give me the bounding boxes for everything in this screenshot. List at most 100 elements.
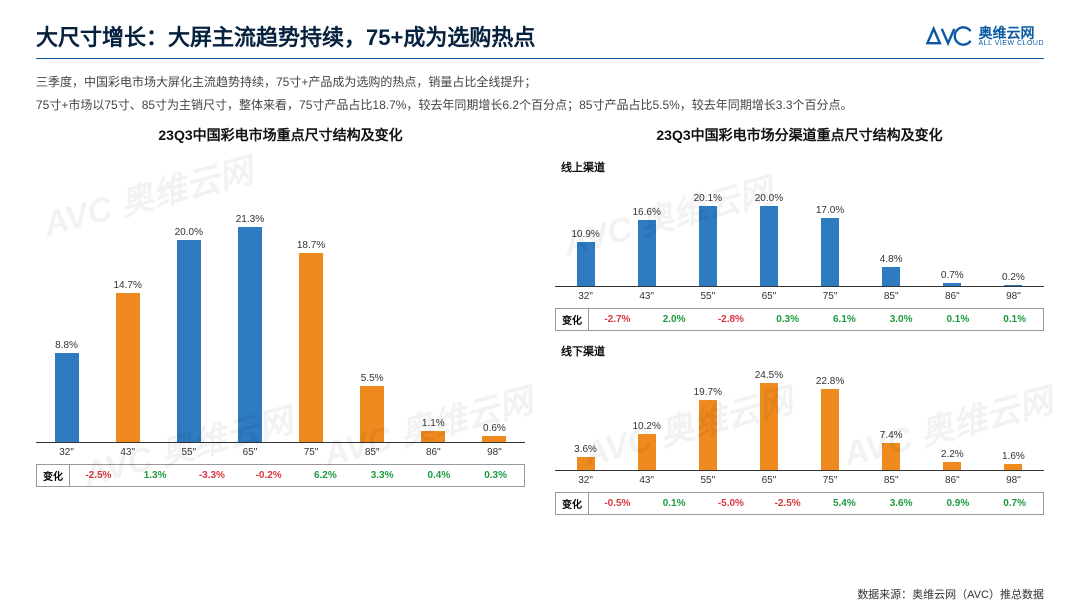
page-title: 大尺寸增长：大屏主流趋势持续，75+成为选购热点 — [36, 20, 535, 52]
bar-value-label: 17.0% — [816, 205, 844, 216]
category-label: 65" — [219, 447, 280, 458]
category-label: 86" — [922, 475, 983, 486]
bar — [638, 220, 656, 286]
right-chart-panel: 23Q3中国彩电市场分渠道重点尺寸结构及变化 线上渠道 10.9%16.6%20… — [555, 125, 1044, 515]
charts-container: 23Q3中国彩电市场重点尺寸结构及变化 8.8% 14.7% 20.0% 21.3% 1… — [36, 125, 1044, 515]
bar-value-label: 7.4% — [880, 430, 903, 441]
left-chart-panel: 23Q3中国彩电市场重点尺寸结构及变化 8.8%14.7%20.0%21.3%1… — [36, 125, 525, 515]
bar — [238, 227, 262, 442]
left-chart-title: 23Q3中国彩电市场重点尺寸结构及变化 — [36, 125, 525, 145]
change-row-header: 变化 — [556, 493, 589, 514]
change-cell: 0.3% — [467, 467, 524, 484]
data-source-footer: 数据来源：奥维云网（AVC）推总数据 — [857, 586, 1044, 602]
bar — [55, 353, 79, 442]
change-row-header: 变化 — [37, 465, 70, 486]
bar-value-label: 16.6% — [633, 207, 661, 218]
category-labels: 32"43"55"65"75"85"86"98" — [555, 475, 1044, 486]
category-labels: 32"43"55"65"75"85"86"98" — [555, 291, 1044, 302]
change-row: 变化-2.7%2.0%-2.8%0.3%6.1%3.0%0.1%0.1% — [555, 308, 1044, 331]
change-row-header: 变化 — [556, 309, 589, 330]
category-label: 32" — [555, 291, 616, 302]
change-cell: 0.1% — [986, 311, 1043, 328]
category-label: 55" — [158, 447, 219, 458]
category-label: 32" — [555, 475, 616, 486]
bar — [177, 240, 201, 442]
change-cell: 3.6% — [873, 495, 930, 512]
change-cell: 1.3% — [127, 467, 184, 484]
bar-value-label: 14.7% — [114, 280, 142, 291]
change-cells: -2.5%1.3%-3.3%-0.2%6.2%3.3%0.4%0.3% — [70, 467, 524, 484]
bar-wrap: 0.7% — [922, 270, 983, 286]
header: 大尺寸增长：大屏主流趋势持续，75+成为选购热点 奥维云网 ALL VIEW C… — [36, 20, 1044, 59]
change-cell: 0.3% — [759, 311, 816, 328]
bar-value-label: 8.8% — [55, 340, 78, 351]
bar — [760, 206, 778, 285]
category-label: 98" — [464, 447, 525, 458]
offline-section: 线下渠道 3.6%10.2%19.7%24.5%22.8%7.4%2.2%1.6… — [555, 339, 1044, 515]
bar-wrap: 20.1% — [677, 193, 738, 286]
bar-value-label: 3.6% — [574, 444, 597, 455]
bars-area: 8.8%14.7%20.0%21.3%18.7%5.5%1.1%0.6% — [36, 163, 525, 443]
slide-container: 大尺寸增长：大屏主流趋势持续，75+成为选购热点 奥维云网 ALL VIEW C… — [0, 0, 1080, 525]
bar — [882, 267, 900, 286]
bar — [116, 293, 140, 441]
bar-value-label: 10.2% — [633, 421, 661, 432]
bar — [577, 457, 595, 470]
change-cell: -0.2% — [240, 467, 297, 484]
bar-wrap: 2.2% — [922, 449, 983, 470]
left-bar-chart: 8.8%14.7%20.0%21.3%18.7%5.5%1.1%0.6%32"4… — [36, 163, 525, 487]
category-label: 75" — [800, 475, 861, 486]
change-cell: 3.3% — [354, 467, 411, 484]
change-cell: 0.1% — [646, 495, 703, 512]
change-cell: -2.5% — [70, 467, 127, 484]
bar-value-label: 1.1% — [422, 418, 445, 429]
bar-value-label: 20.0% — [755, 193, 783, 204]
change-cell: -0.5% — [589, 495, 646, 512]
bar — [482, 436, 506, 442]
change-cell: -2.8% — [703, 311, 760, 328]
category-label: 86" — [403, 447, 464, 458]
bar — [699, 400, 717, 470]
bar-value-label: 19.7% — [694, 387, 722, 398]
category-label: 75" — [800, 291, 861, 302]
change-cell: -2.7% — [589, 311, 646, 328]
bar-wrap: 10.2% — [616, 421, 677, 470]
category-label: 43" — [97, 447, 158, 458]
brand-logo: 奥维云网 ALL VIEW CLOUD — [925, 24, 1044, 48]
bar-value-label: 20.1% — [694, 193, 722, 204]
change-cell: 6.2% — [297, 467, 354, 484]
logo-main-text: 奥维云网 — [979, 26, 1044, 40]
bar-value-label: 1.6% — [1002, 451, 1025, 462]
avc-icon — [925, 24, 973, 48]
bar-wrap: 8.8% — [36, 340, 97, 442]
bar-wrap: 20.0% — [738, 193, 799, 285]
bar-wrap: 18.7% — [281, 240, 342, 441]
category-label: 55" — [677, 291, 738, 302]
bar-value-label: 2.2% — [941, 449, 964, 460]
bar-value-label: 18.7% — [297, 240, 325, 251]
bar-wrap: 5.5% — [342, 373, 403, 441]
bar — [821, 389, 839, 470]
bar — [699, 206, 717, 286]
bar-wrap: 21.3% — [219, 214, 280, 442]
bars-area: 3.6%10.2%19.7%24.5%22.8%7.4%2.2%1.6% — [555, 361, 1044, 471]
change-cell: 6.1% — [816, 311, 873, 328]
change-cell: -2.5% — [759, 495, 816, 512]
bar — [360, 386, 384, 441]
category-label: 43" — [616, 291, 677, 302]
bar — [577, 242, 595, 285]
category-label: 43" — [616, 475, 677, 486]
bar-wrap: 14.7% — [97, 280, 158, 441]
bar-wrap: 22.8% — [800, 376, 861, 470]
category-label: 32" — [36, 447, 97, 458]
change-cell: 0.1% — [930, 311, 987, 328]
bar-value-label: 22.8% — [816, 376, 844, 387]
bar-wrap: 17.0% — [800, 205, 861, 285]
bar-wrap: 19.7% — [677, 387, 738, 470]
logo-text-wrap: 奥维云网 ALL VIEW CLOUD — [979, 26, 1044, 47]
bar-value-label: 0.6% — [483, 423, 506, 434]
bar-value-label: 4.8% — [880, 254, 903, 265]
description-text: 三季度，中国彩电市场大屏化主流趋势持续，75寸+产品成为选购的热点，销量占比全线… — [36, 71, 1044, 117]
category-label: 65" — [738, 291, 799, 302]
change-cell: 3.0% — [873, 311, 930, 328]
